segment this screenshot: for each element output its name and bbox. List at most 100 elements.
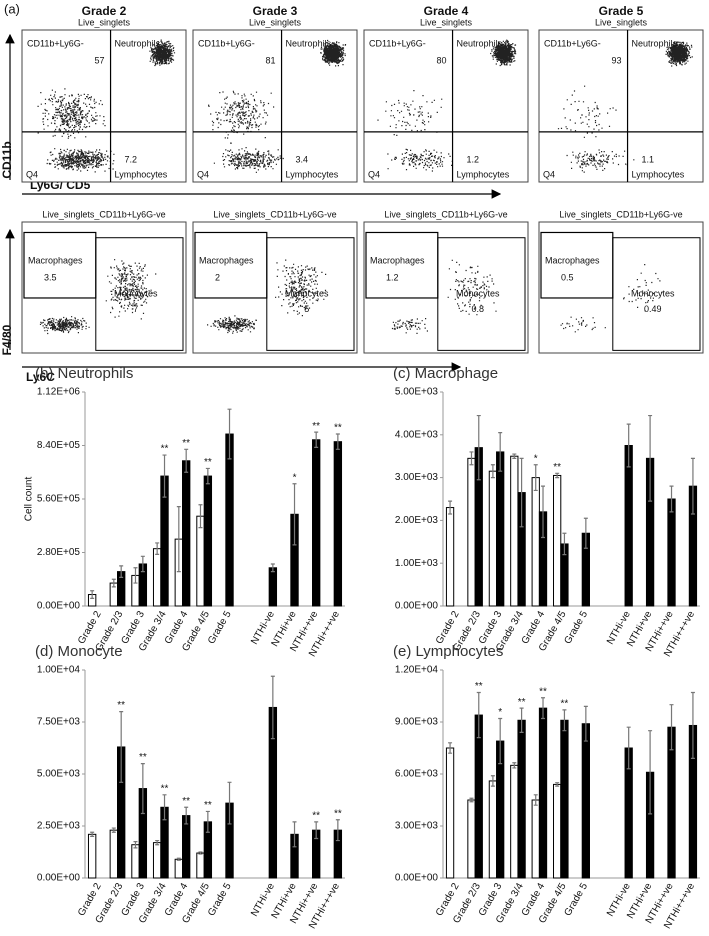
bar — [225, 433, 234, 607]
gate-value: 0.8 — [472, 304, 485, 314]
error-bar — [335, 433, 340, 450]
bar — [531, 477, 540, 607]
gate-label: Q4 — [26, 169, 38, 179]
dots — [490, 39, 517, 67]
significance: ** — [312, 810, 320, 821]
significance: ** — [475, 681, 483, 692]
bar — [312, 439, 321, 607]
error-bar — [184, 448, 189, 473]
error-bar — [498, 717, 503, 765]
error-bar — [140, 763, 145, 815]
error-bar — [555, 472, 560, 479]
dots — [213, 147, 284, 173]
error-bar — [314, 821, 319, 840]
error-bar — [648, 730, 653, 815]
scatter-dots — [377, 90, 443, 136]
y-tick-label: 1.00E+03 — [395, 558, 439, 569]
dots — [149, 39, 176, 67]
error-bar — [119, 565, 124, 578]
error-bar — [205, 810, 210, 833]
significance: ** — [204, 457, 212, 468]
error-bar — [155, 839, 160, 846]
gate-box — [612, 237, 701, 351]
y-tick-label: 0.00E+00 — [37, 601, 81, 612]
scatter-dots — [46, 148, 115, 173]
error-bar — [90, 590, 95, 599]
error-bar — [111, 827, 116, 833]
error-bar — [512, 762, 517, 769]
error-bar — [626, 423, 631, 468]
gate-label: Macrophages — [370, 256, 425, 266]
bar — [467, 799, 476, 879]
y-tick-label: 4.00E+03 — [395, 429, 439, 440]
scatter-dots — [490, 39, 517, 67]
y-tick-label: 1.20E+04 — [395, 665, 439, 676]
scatter-dots — [275, 259, 327, 317]
error-bar — [519, 457, 524, 528]
gate-value: 57 — [95, 55, 105, 65]
error-bar — [314, 431, 319, 449]
error-bar — [176, 506, 181, 573]
dots — [320, 39, 347, 67]
gate-value: 3.5 — [44, 273, 57, 283]
bar — [196, 515, 205, 607]
significance: ** — [334, 808, 342, 819]
plot-parent: Live_singlets — [595, 17, 648, 27]
error-bar — [533, 794, 538, 806]
bar — [510, 764, 519, 879]
gate-box — [437, 237, 526, 351]
error-bar — [690, 691, 695, 759]
error-bar — [476, 691, 481, 739]
plot-parent: Live_singlets_CD11b+Ly6G-ve — [384, 209, 507, 219]
gate-value: 1.1 — [642, 154, 655, 164]
scatter-dots — [39, 316, 90, 335]
bar — [131, 844, 140, 879]
gate-label: Q4 — [368, 169, 380, 179]
error-bar — [669, 704, 674, 751]
gate-label: Neutrophils — [457, 38, 503, 48]
plot-parent: Live_singlets — [249, 17, 302, 27]
gate-value: 2 — [215, 273, 220, 283]
gate-label: Macrophages — [545, 256, 600, 266]
bar — [510, 455, 519, 607]
plot-parent: Live_singlets_CD11b+Ly6G-ve — [42, 209, 165, 219]
dots — [387, 148, 453, 172]
chart-title: (c) Macrophage — [393, 365, 498, 382]
gate-label: Q4 — [197, 169, 209, 179]
plot-parent: Live_singlets — [78, 17, 131, 27]
scatter-dots — [208, 90, 275, 144]
y-axis-label: Cell count — [24, 477, 35, 522]
error-bar — [90, 831, 95, 837]
y-tick-label: 1.00E+04 — [37, 665, 81, 676]
y-tick-label: 9.00E+03 — [395, 717, 439, 728]
axis-label: Ly6C — [26, 370, 55, 384]
significance: ** — [139, 752, 147, 763]
gate-value: 3.4 — [296, 154, 309, 164]
error-bar — [198, 851, 203, 855]
scatter-dots — [665, 41, 693, 67]
bar — [182, 460, 191, 607]
y-tick-label: 2.50E+03 — [37, 821, 81, 832]
error-bar — [162, 794, 167, 821]
gate-label: Lymphocytes — [457, 169, 510, 179]
error-bar — [533, 464, 538, 492]
error-bar — [476, 414, 481, 481]
bar — [667, 498, 676, 607]
bar — [182, 815, 191, 879]
gate-value: 7.2 — [125, 154, 138, 164]
bar — [538, 707, 548, 879]
significance: ** — [182, 796, 190, 807]
y-tick-label: 2.80E+05 — [37, 547, 81, 558]
y-tick-label: 1.12E+06 — [37, 387, 81, 398]
error-bar — [292, 821, 297, 848]
scatter-dots — [387, 148, 453, 172]
bar — [87, 833, 97, 879]
error-bar — [133, 567, 138, 584]
bar — [517, 719, 526, 879]
grade-title: Grade 2 — [82, 4, 127, 18]
dots — [105, 259, 157, 320]
error-bar — [270, 563, 275, 573]
significance: ** — [182, 438, 190, 449]
error-bar — [184, 806, 189, 825]
